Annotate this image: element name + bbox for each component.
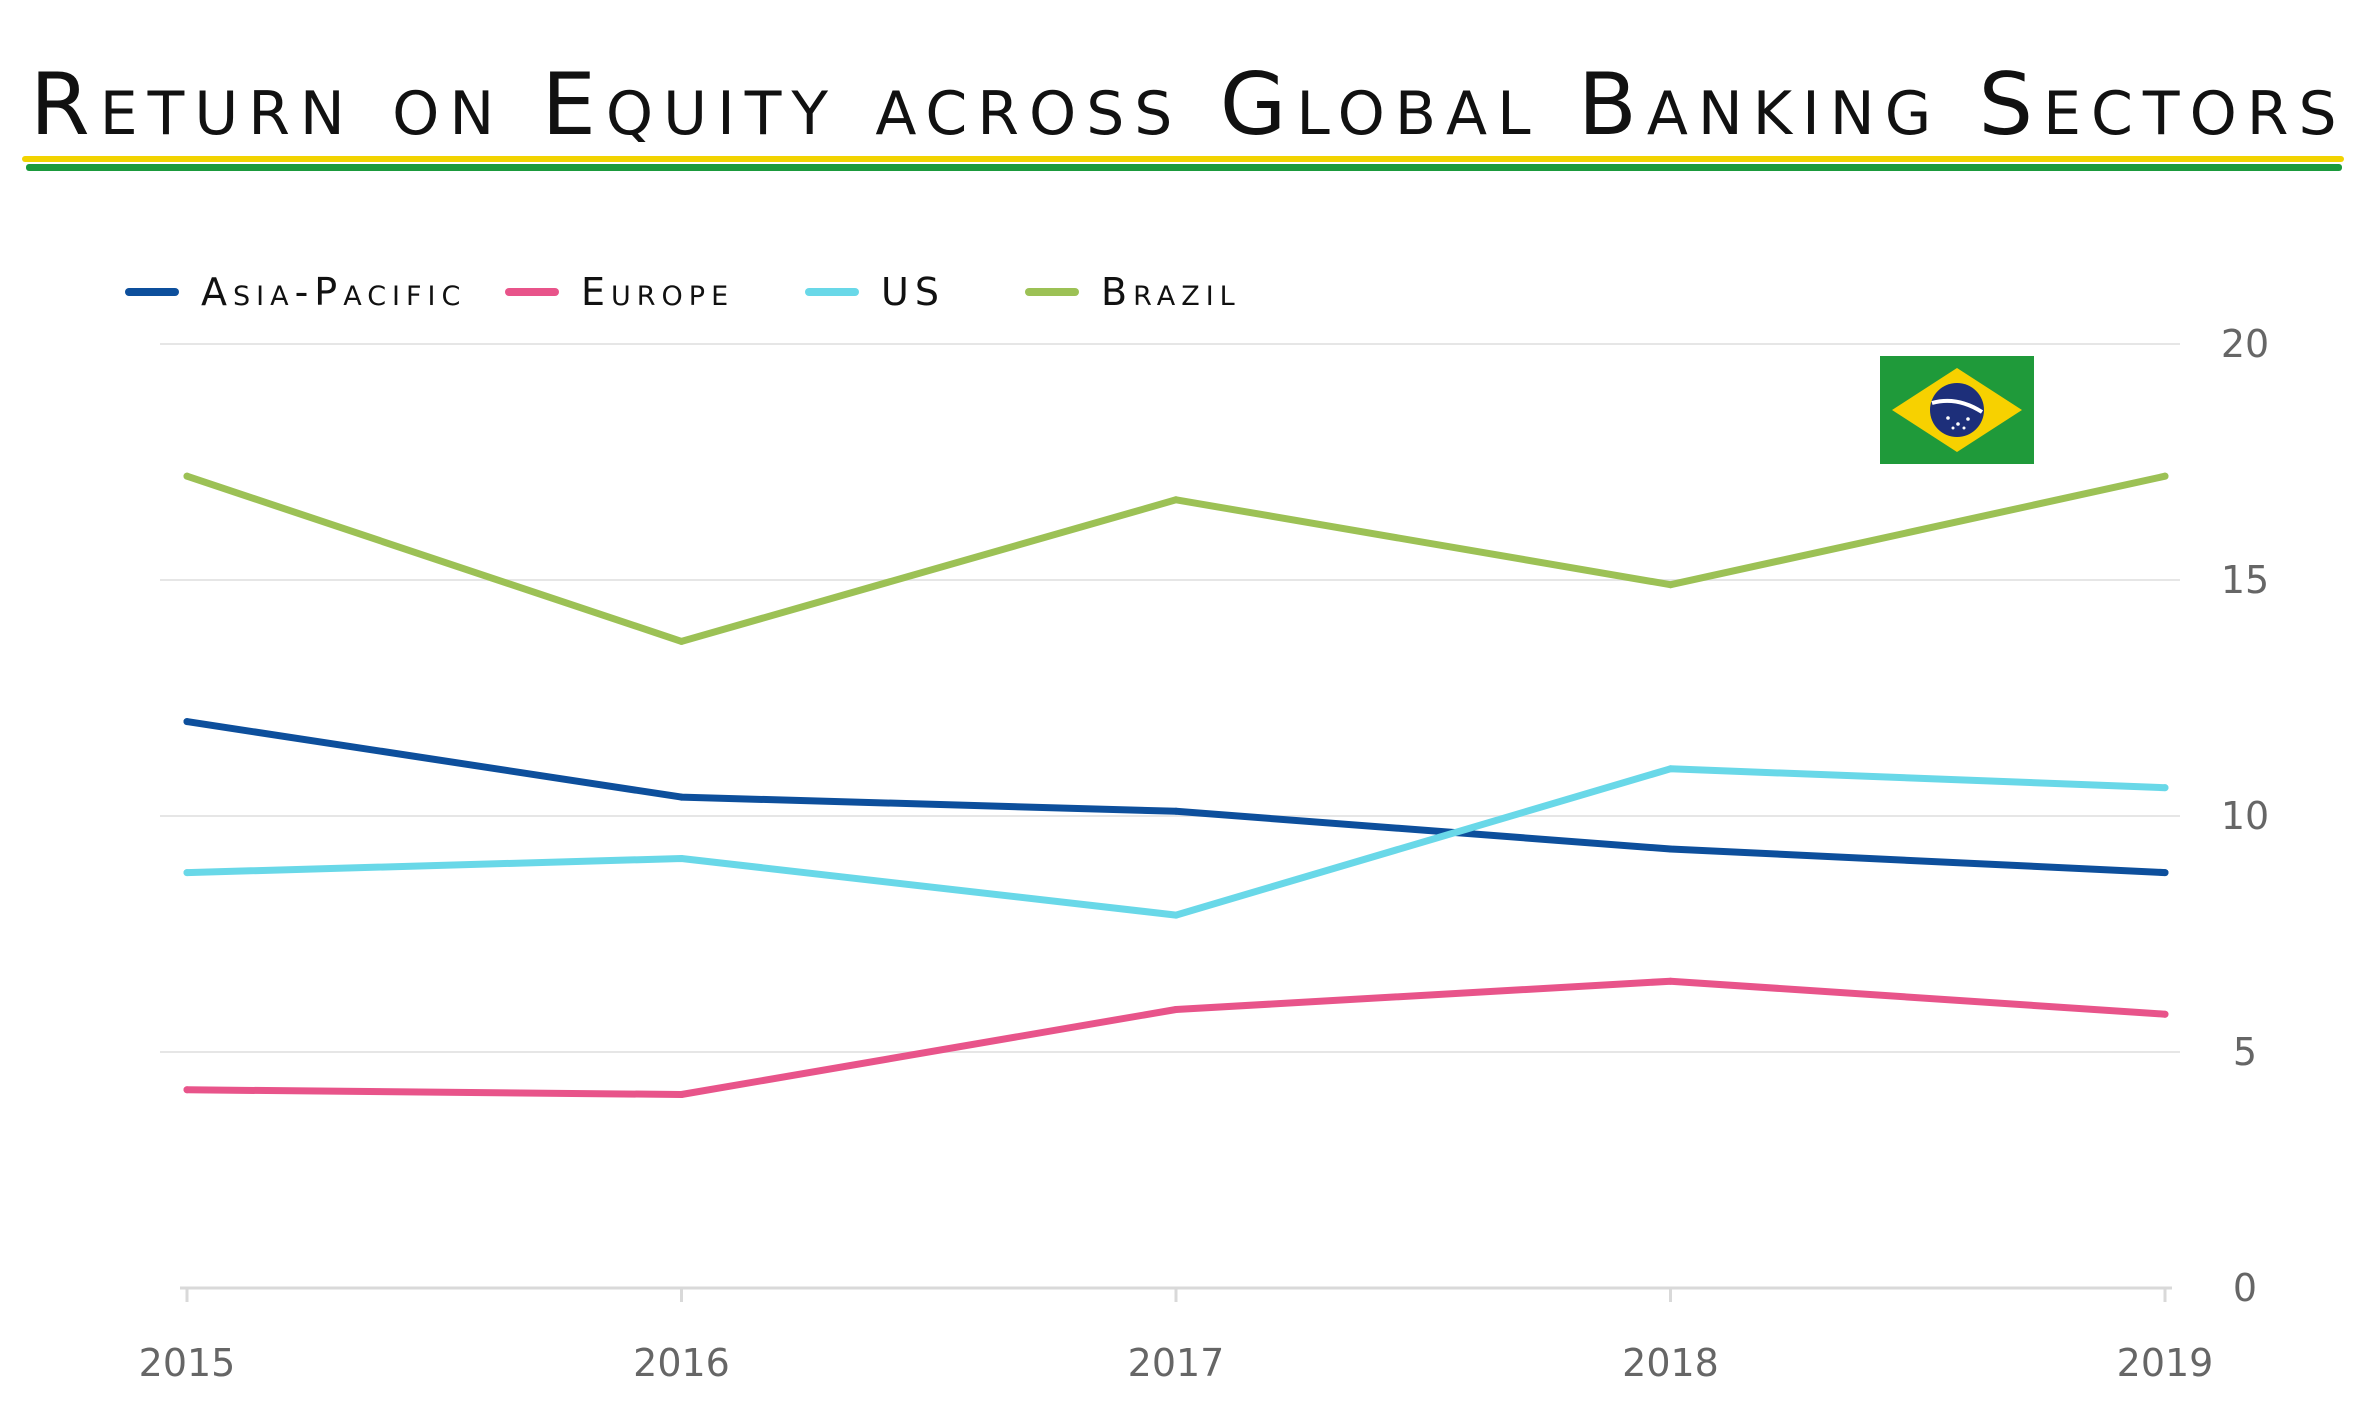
x-axis bbox=[180, 1286, 2172, 1302]
title-underline-yellow bbox=[22, 156, 2344, 162]
data-point-brazil-2018 bbox=[1667, 581, 1674, 589]
legend-label-us: US bbox=[881, 270, 945, 314]
data-point-europe-2015 bbox=[183, 1086, 191, 1094]
legend-item-europe: Europe bbox=[505, 262, 734, 322]
y-tick-label: 10 bbox=[2221, 794, 2269, 838]
legend-swatch-europe bbox=[505, 288, 559, 296]
legend-item-brazil: Brazil bbox=[1025, 262, 1241, 322]
data-point-asia-pacific-2018 bbox=[1667, 845, 1674, 853]
brazil-flag-icon bbox=[1880, 356, 2034, 464]
legend-label-asia-pacific: Asia-Pacific bbox=[201, 270, 467, 314]
title-underline-green bbox=[26, 164, 2342, 171]
x-tick-label: 2019 bbox=[2117, 1341, 2214, 1385]
data-point-asia-pacific-2019 bbox=[2161, 869, 2169, 877]
data-point-brazil-2019 bbox=[2161, 472, 2169, 480]
data-point-asia-pacific-2017 bbox=[1172, 807, 1180, 815]
chart-legend: Asia-Pacific Europe US Brazil bbox=[125, 262, 1325, 322]
legend-swatch-us bbox=[805, 288, 859, 296]
legend-item-us: US bbox=[805, 262, 945, 322]
data-point-europe-2018 bbox=[1667, 977, 1674, 985]
data-point-us-2019 bbox=[2161, 784, 2169, 792]
y-tick-label: 15 bbox=[2221, 558, 2269, 602]
series-line-us bbox=[183, 765, 2169, 919]
data-point-brazil-2016 bbox=[678, 637, 685, 645]
y-tick-label: 5 bbox=[2233, 1030, 2257, 1074]
x-tick-label: 2016 bbox=[633, 1341, 730, 1385]
chart-title: Return on Equity across Global Banking S… bbox=[30, 55, 2347, 155]
legend-label-europe: Europe bbox=[581, 270, 735, 314]
data-point-europe-2016 bbox=[678, 1090, 685, 1098]
gridlines bbox=[160, 343, 2180, 1053]
x-tick-label: 2017 bbox=[1128, 1341, 1225, 1385]
series-line-europe bbox=[183, 977, 2169, 1098]
data-point-us-2018 bbox=[1667, 765, 1674, 773]
data-point-brazil-2017 bbox=[1172, 496, 1180, 504]
data-point-us-2015 bbox=[183, 869, 191, 877]
data-point-us-2017 bbox=[1172, 911, 1180, 919]
y-tick-label: 20 bbox=[2221, 322, 2269, 366]
y-tick-label: 0 bbox=[2233, 1266, 2257, 1310]
data-point-europe-2019 bbox=[2161, 1010, 2169, 1018]
series-lines bbox=[183, 472, 2169, 1098]
data-point-brazil-2015 bbox=[183, 472, 191, 480]
x-tick-label: 2018 bbox=[1622, 1341, 1719, 1385]
legend-label-brazil: Brazil bbox=[1101, 270, 1241, 314]
legend-swatch-asia-pacific bbox=[125, 288, 179, 296]
data-point-us-2016 bbox=[678, 854, 685, 862]
series-line-asia-pacific bbox=[183, 718, 2169, 877]
data-point-europe-2017 bbox=[1172, 1006, 1180, 1014]
tick-labels: 0 5 10 15 20 2015 2016 2017 2018 2019 bbox=[139, 322, 2270, 1385]
data-point-asia-pacific-2015 bbox=[183, 718, 191, 726]
legend-swatch-brazil bbox=[1025, 288, 1079, 296]
legend-item-asia-pacific: Asia-Pacific bbox=[125, 262, 466, 322]
x-tick-label: 2015 bbox=[139, 1341, 236, 1385]
data-point-asia-pacific-2016 bbox=[678, 793, 685, 801]
